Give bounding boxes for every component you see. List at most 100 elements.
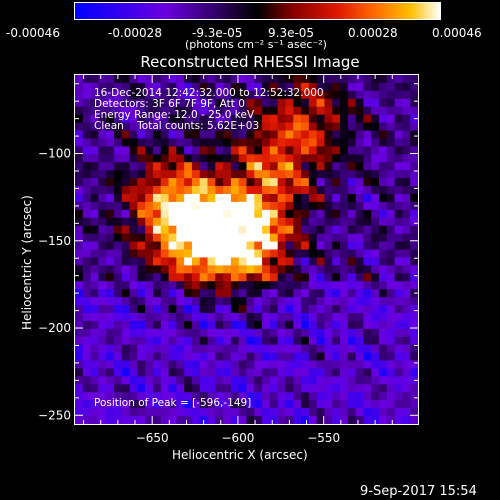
- heatmap-cell: [215, 289, 224, 298]
- heatmap-cell: [191, 336, 201, 346]
- heatmap-cell: [394, 265, 403, 274]
- heatmap-cell: [316, 201, 325, 211]
- heatmap-cell: [347, 305, 357, 314]
- heatmap-cell: [98, 376, 107, 385]
- heatmap-cell: [269, 162, 279, 171]
- heatmap-cell: [238, 336, 247, 346]
- heatmap-cell: [269, 416, 279, 425]
- heatmap-cell: [230, 400, 240, 409]
- heatmap-cell: [262, 344, 271, 354]
- heatmap-cell: [215, 384, 224, 393]
- heatmap-cell: [402, 344, 411, 354]
- heatmap-cell: [215, 400, 224, 409]
- heatmap-cell: [371, 312, 380, 322]
- heatmap-cell: [363, 289, 372, 298]
- heatmap-cell: [355, 138, 364, 147]
- heatmap-cell: [82, 344, 91, 354]
- heatmap-cell: [168, 312, 177, 322]
- heatmap-cell: [363, 178, 372, 187]
- heatmap-cell: [90, 114, 99, 123]
- heatmap-cell: [363, 257, 372, 266]
- heatmap-cell: [207, 273, 216, 282]
- heatmap-cell: [113, 312, 123, 322]
- heatmap-cell: [363, 352, 372, 361]
- heatmap-cell: [223, 312, 232, 322]
- heatmap-cell: [113, 82, 123, 92]
- heatmap-cell: [379, 273, 388, 282]
- heatmap-cell: [386, 273, 396, 282]
- heatmap-cell: [308, 193, 318, 203]
- heatmap-cell: [137, 75, 146, 84]
- heatmap-cell: [332, 154, 341, 163]
- heatmap-cell: [371, 376, 380, 385]
- heatmap-cell: [207, 312, 216, 322]
- heatmap-cell: [316, 225, 325, 235]
- heatmap-cell: [332, 106, 341, 116]
- heatmap-cell: [113, 305, 123, 314]
- heatmap-cell: [106, 233, 115, 242]
- heatmap-cell: [113, 328, 123, 338]
- heatmap-cell: [410, 193, 419, 203]
- plot-frame: [74, 74, 419, 425]
- heatmap-cell: [184, 257, 193, 266]
- heatmap-cell: [238, 82, 247, 92]
- heatmap-cell: [394, 289, 403, 298]
- heatmap-cell: [347, 273, 357, 282]
- heatmap-cell: [82, 392, 91, 401]
- heatmap-cell: [301, 138, 310, 147]
- heatmap-cell: [113, 146, 123, 155]
- heatmap-cell: [238, 193, 247, 203]
- heatmap-cell: [254, 122, 263, 131]
- heatmap-cell: [160, 98, 169, 108]
- heatmap-cell: [82, 336, 91, 346]
- heatmap-cell: [137, 360, 146, 369]
- heatmap-cell: [285, 233, 294, 242]
- heatmap-cell: [106, 336, 115, 346]
- heatmap-cell: [238, 312, 247, 322]
- heatmap-cell: [301, 336, 310, 346]
- heatmap-cell: [152, 122, 162, 131]
- heatmap-cell: [176, 217, 185, 227]
- heatmap-cell: [355, 146, 364, 155]
- heatmap-cell: [301, 312, 310, 322]
- heatmap-cell: [332, 281, 341, 290]
- heatmap-cell: [168, 328, 177, 338]
- heatmap-cell: [371, 320, 380, 330]
- heatmap-cell: [121, 392, 130, 401]
- heatmap-cell: [316, 241, 325, 250]
- heatmap-cell: [184, 98, 193, 108]
- heatmap-cell: [75, 416, 84, 425]
- heatmap-cell: [184, 312, 193, 322]
- heatmap-cell: [246, 82, 255, 92]
- heatmap-cell: [199, 75, 208, 84]
- heatmap-cell: [308, 162, 318, 171]
- heatmap-cell: [394, 384, 403, 393]
- heatmap-cell: [308, 249, 318, 258]
- heatmap-cell: [324, 178, 333, 187]
- heatmap-cell: [199, 336, 208, 346]
- heatmap-cell: [394, 209, 403, 219]
- heatmap-cell: [230, 98, 240, 108]
- heatmap-cell: [176, 201, 185, 211]
- heatmap-cell: [402, 82, 411, 92]
- heatmap-cell: [324, 400, 333, 409]
- heatmap-cell: [106, 344, 115, 354]
- heatmap-cell: [340, 90, 349, 100]
- heatmap-cell: [379, 225, 388, 235]
- heatmap-cell: [168, 320, 177, 330]
- heatmap-cell: [410, 249, 419, 258]
- heatmap-cell: [113, 130, 123, 139]
- heatmap-cell: [168, 241, 177, 250]
- heatmap-cell: [285, 217, 294, 227]
- heatmap-cell: [402, 328, 411, 338]
- heatmap-cell: [316, 75, 325, 84]
- heatmap-cell: [199, 360, 208, 369]
- heatmap-cell: [168, 162, 177, 171]
- tick-label: −650: [136, 431, 169, 445]
- heatmap-cell: [129, 186, 138, 195]
- heatmap-cell: [215, 336, 224, 346]
- heatmap-cell: [106, 90, 115, 100]
- heatmap-cell: [285, 392, 294, 401]
- heatmap-cell: [113, 138, 123, 147]
- heatmap-cell: [340, 75, 349, 84]
